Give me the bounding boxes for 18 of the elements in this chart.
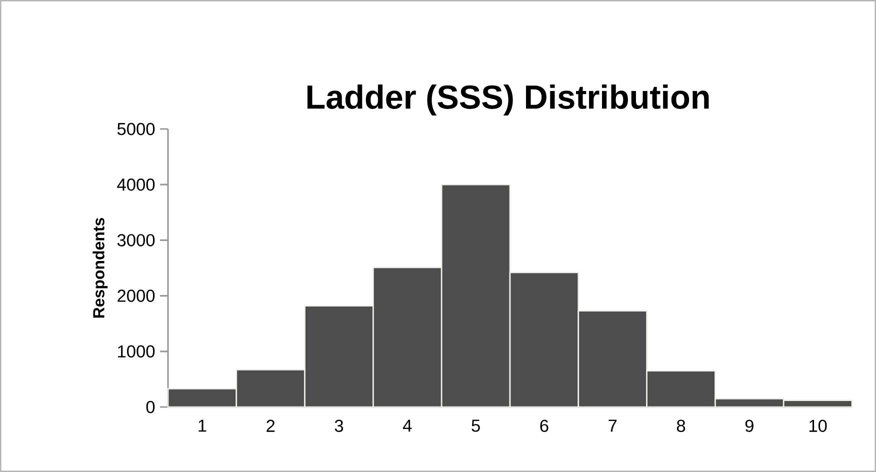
y-tick-label: 4000 [117,178,155,191]
x-tick-label: 1 [198,420,206,432]
x-tick-label: 5 [472,420,480,432]
y-axis-title: Respondents [92,218,108,318]
y-tick-label: 3000 [117,234,155,246]
x-tick-label: 9 [745,420,754,432]
y-tick-label: 2000 [118,290,155,302]
y-tick-label: 0 [146,400,155,414]
y-tick-label: 1000 [118,345,155,358]
x-tick-label: 6 [540,420,548,432]
y-tick-label: 5000 [117,122,155,136]
chart-title: Ladder (SSS) Distribution [307,84,709,116]
x-tick-label: 10 [809,420,827,432]
x-tick-label: 8 [676,420,686,432]
x-tick-label: 2 [266,420,275,432]
x-tick-label: 3 [334,420,344,432]
x-tick-label: 4 [402,420,412,432]
x-tick-label: 7 [608,420,617,432]
